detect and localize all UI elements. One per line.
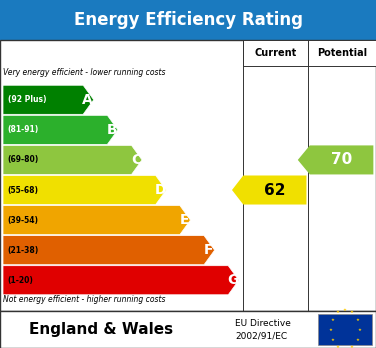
Text: C: C (131, 153, 141, 167)
Polygon shape (298, 145, 373, 174)
Text: (55-68): (55-68) (8, 185, 38, 195)
Text: ★: ★ (357, 328, 361, 332)
Text: EU Directive
2002/91/EC: EU Directive 2002/91/EC (235, 319, 291, 340)
Polygon shape (3, 85, 94, 114)
Text: (39-54): (39-54) (8, 215, 38, 224)
Text: (21-38): (21-38) (8, 246, 39, 255)
Bar (318, 314, 372, 345)
Polygon shape (3, 266, 239, 295)
Polygon shape (3, 236, 215, 265)
Polygon shape (3, 145, 142, 174)
Text: Very energy efficient - lower running costs: Very energy efficient - lower running co… (3, 68, 165, 77)
Text: ★: ★ (336, 345, 340, 348)
Text: Not energy efficient - higher running costs: Not energy efficient - higher running co… (3, 295, 165, 304)
Text: ★: ★ (355, 338, 359, 342)
Text: Potential: Potential (317, 48, 367, 58)
Text: England & Wales: England & Wales (29, 322, 174, 337)
Text: ★: ★ (331, 318, 335, 322)
Text: E: E (180, 213, 189, 227)
Text: 62: 62 (264, 182, 286, 198)
Polygon shape (3, 175, 166, 205)
Text: ★: ★ (355, 318, 359, 322)
Text: A: A (82, 93, 93, 107)
Bar (0, 40, 376, 311)
Text: ★: ★ (350, 345, 354, 348)
Text: (81-91): (81-91) (8, 125, 39, 134)
Text: F: F (204, 243, 213, 257)
Text: G: G (227, 273, 238, 287)
Text: ★: ★ (329, 328, 333, 332)
Text: ★: ★ (336, 310, 340, 315)
Bar (0, 311, 376, 348)
Text: D: D (155, 183, 166, 197)
Text: 70: 70 (331, 152, 352, 167)
Bar (0, 40, 376, 311)
Polygon shape (3, 115, 118, 144)
Text: (69-80): (69-80) (8, 156, 39, 165)
Text: Energy Efficiency Rating: Energy Efficiency Rating (73, 11, 303, 29)
Text: B: B (106, 123, 117, 137)
Text: (92 Plus): (92 Plus) (8, 95, 46, 104)
Text: (1-20): (1-20) (8, 276, 33, 285)
Text: Current: Current (254, 48, 297, 58)
Text: ★: ★ (350, 310, 354, 315)
Bar (243, 40, 308, 66)
Polygon shape (232, 175, 306, 205)
Bar (308, 40, 376, 66)
Polygon shape (3, 206, 190, 235)
Bar (0, 0, 376, 40)
Text: ★: ★ (331, 338, 335, 342)
Text: ★: ★ (343, 308, 347, 312)
